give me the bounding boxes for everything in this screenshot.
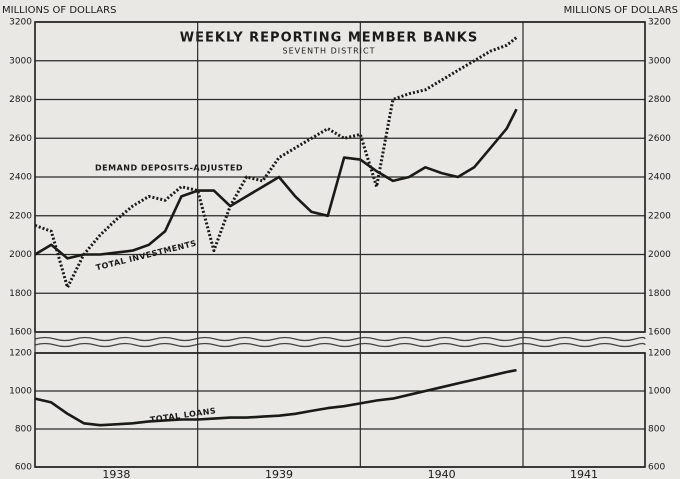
y-tick-label-right: 2400 [648, 173, 671, 183]
y-tick-label-right: 2600 [648, 134, 671, 144]
series-label: DEMAND DEPOSITS-ADJUSTED [95, 164, 243, 173]
y-tick-label-right: 1600 [648, 328, 671, 338]
title-box [210, 28, 448, 58]
y-tick-label: 800 [15, 425, 32, 435]
x-tick-label: 1938 [102, 468, 130, 479]
y-axis-label-right: MILLIONS OF DOLLARS [564, 5, 678, 16]
y-tick-label: 600 [15, 463, 32, 473]
y-axis-label-left: MILLIONS OF DOLLARS [2, 5, 116, 16]
plot-frame [34, 352, 646, 468]
y-tick-label: 2200 [9, 211, 32, 221]
y-tick-label: 2800 [9, 95, 32, 105]
y-tick-label: 3200 [9, 18, 32, 28]
series-line [34, 368, 517, 427]
x-tick-label: 1939 [265, 468, 293, 479]
y-tick-label: 3000 [9, 56, 32, 66]
y-tick-label: 1800 [9, 289, 32, 299]
y-tick-label-right: 1000 [648, 387, 671, 397]
x-tick-label: 1940 [428, 468, 456, 479]
y-tick-label-right: 2000 [648, 250, 671, 260]
x-tick-label: 1941 [570, 468, 598, 479]
series-line [34, 108, 518, 260]
y-tick-label-right: 800 [648, 425, 665, 435]
y-tick-label: 2400 [9, 173, 32, 183]
y-tick-label: 1600 [9, 328, 32, 338]
axis-break [34, 342, 646, 348]
series-label: TOTAL LOANS [149, 406, 216, 424]
y-tick-label-right: 600 [648, 463, 665, 473]
y-tick-label: 2000 [9, 250, 32, 260]
y-tick-label-right: 2800 [648, 95, 671, 105]
y-tick-label: 2600 [9, 134, 32, 144]
y-tick-label: 1200 [9, 349, 32, 359]
y-tick-label-right: 2200 [648, 211, 671, 221]
y-tick-label-right: 1800 [648, 289, 671, 299]
chart-title: WEEKLY REPORTING MEMBER BANKS [180, 31, 478, 46]
axis-break [34, 336, 646, 342]
series-label: TOTAL INVESTMENTS [95, 239, 198, 273]
y-tick-label-right: 3200 [648, 18, 671, 28]
y-tick-label: 1000 [9, 387, 32, 397]
chart-subtitle: SEVENTH DISTRICT [283, 47, 376, 56]
y-tick-label-right: 3000 [648, 56, 671, 66]
series-line [34, 36, 518, 289]
y-tick-label-right: 1200 [648, 349, 671, 359]
